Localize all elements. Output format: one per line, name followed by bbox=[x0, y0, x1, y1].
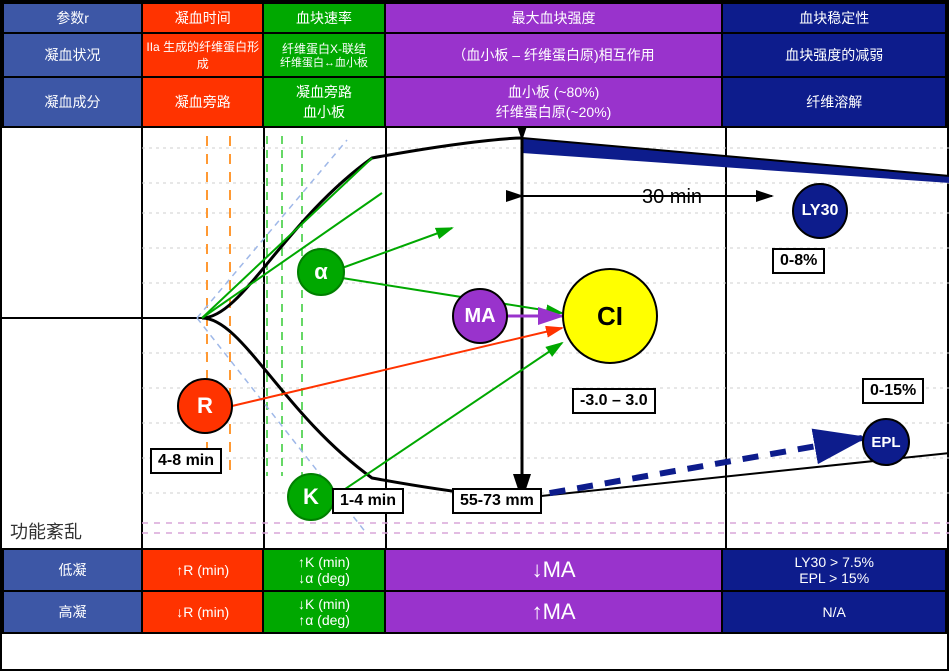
table-cell: 凝血旁路血小板 bbox=[263, 77, 384, 127]
table-cell: ↓MA bbox=[385, 549, 723, 591]
teg-chart-area: Rα K MA CI LY30 EPL 4-8 min 1-4 min 55-73 mm -3.0… bbox=[2, 128, 947, 548]
table-cell: IIa 生成的纤维蛋白形成 bbox=[142, 33, 263, 77]
table-cell: 凝血成分 bbox=[3, 77, 142, 127]
table-cell: 血块强度的减弱 bbox=[722, 33, 946, 77]
table-cell: ↓K (min)↑α (deg) bbox=[263, 591, 384, 633]
table-cell: LY30 > 7.5%EPL > 15% bbox=[722, 549, 946, 591]
table-cell: N/A bbox=[722, 591, 946, 633]
table-cell: ↑K (min)↓α (deg) bbox=[263, 549, 384, 591]
table-cell: ↑MA bbox=[385, 591, 723, 633]
node-ly30: LY30 bbox=[792, 183, 848, 239]
table-cell: 低凝 bbox=[3, 549, 142, 591]
table-cell: 参数r bbox=[3, 3, 142, 33]
table-cell: 血块速率 bbox=[263, 3, 384, 33]
node-ma: MA bbox=[452, 288, 508, 344]
table-cell: 凝血旁路 bbox=[142, 77, 263, 127]
node-epl: EPL bbox=[862, 418, 910, 466]
table-cell: 血小板 (~80%)纤维蛋白原(~20%) bbox=[385, 77, 723, 127]
table-cell: 最大血块强度 bbox=[385, 3, 723, 33]
disorder-label: 功能紊乱 bbox=[10, 518, 82, 544]
range-k_range: 1-4 min bbox=[332, 488, 404, 514]
node-ci: CI bbox=[562, 268, 658, 364]
node-k: K bbox=[287, 473, 335, 521]
range-epl_range: 0-15% bbox=[862, 378, 924, 404]
table-cell: （血小板 – 纤维蛋白原)相互作用 bbox=[385, 33, 723, 77]
table-cell: 血块稳定性 bbox=[722, 3, 946, 33]
table-cell: 凝血时间 bbox=[142, 3, 263, 33]
node-alpha: α bbox=[297, 248, 345, 296]
table-cell: ↓R (min) bbox=[142, 591, 263, 633]
range-ly30_range: 0-8% bbox=[772, 248, 825, 274]
range-ma_range: 55-73 mm bbox=[452, 488, 542, 514]
table-cell: 纤维溶解 bbox=[722, 77, 946, 127]
node-r: R bbox=[177, 378, 233, 434]
table-cell: ↑R (min) bbox=[142, 549, 263, 591]
table-cell: 凝血状况 bbox=[3, 33, 142, 77]
table-cell: 纤维蛋白X-联结纤维蛋白↔血小板 bbox=[263, 33, 384, 77]
text-thirty_min: 30 min bbox=[642, 186, 702, 209]
table-cell: 高凝 bbox=[3, 591, 142, 633]
range-ci_range: -3.0 – 3.0 bbox=[572, 388, 656, 414]
range-r_range: 4-8 min bbox=[150, 448, 222, 474]
